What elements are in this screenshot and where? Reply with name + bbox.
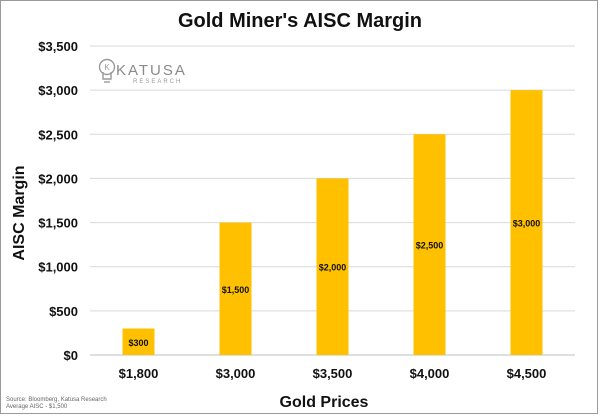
bar (219, 222, 252, 355)
bar (510, 90, 543, 356)
data-label: $1,500 (222, 285, 250, 295)
y-tick-label: $3,500 (38, 39, 78, 54)
chart-title: Gold Miner's AISC Margin (177, 10, 423, 32)
x-tick-label: $4,500 (507, 366, 547, 381)
y-tick-label: $2,500 (38, 127, 78, 142)
logo-subtitle: RESEARCH (133, 79, 183, 85)
data-label: $2,000 (319, 263, 347, 273)
logo-name: KATUSA (116, 62, 187, 79)
data-label: $2,500 (416, 241, 444, 251)
bar (122, 328, 155, 355)
x-tick-label: $4,000 (410, 366, 450, 381)
data-labels: $300 $1,500 $2,000 $2,500 $3,000 (128, 219, 540, 348)
data-label: $3,000 (513, 219, 541, 229)
y-axis-label: AISC Margin (11, 165, 28, 260)
y-tick-label: $1,000 (38, 260, 78, 275)
source-note: Source: Bloomberg, Katusa Research Avera… (6, 397, 107, 411)
bar (316, 178, 349, 355)
data-label: $300 (128, 338, 148, 348)
x-tick-label: $3,500 (313, 366, 353, 381)
bar (413, 134, 446, 355)
x-tick-label: $1,800 (119, 366, 159, 381)
katusa-logo-icon: K (98, 58, 116, 83)
bars (122, 90, 543, 356)
x-axis-label: Gold Prices (280, 394, 369, 411)
y-tick-label: $0 (64, 348, 78, 363)
source-line: Source: Bloomberg, Katusa Research (6, 397, 107, 403)
x-tick-labels: $1,800 $3,000 $3,500 $4,000 $4,500 (119, 366, 547, 381)
y-tick-label: $500 (49, 304, 78, 319)
svg-text:K: K (104, 63, 110, 72)
y-tick-label: $2,000 (38, 171, 78, 186)
y-tick-label: $3,000 (38, 83, 78, 98)
y-tick-labels: $0 $500 $1,000 $1,500 $2,000 $2,500 $3,000 $3,5… (38, 39, 78, 363)
y-tick-label: $1,500 (38, 216, 78, 231)
x-tick-label: $3,000 (216, 366, 256, 381)
source-average-line: Average AISC - $1,500 (6, 404, 68, 410)
